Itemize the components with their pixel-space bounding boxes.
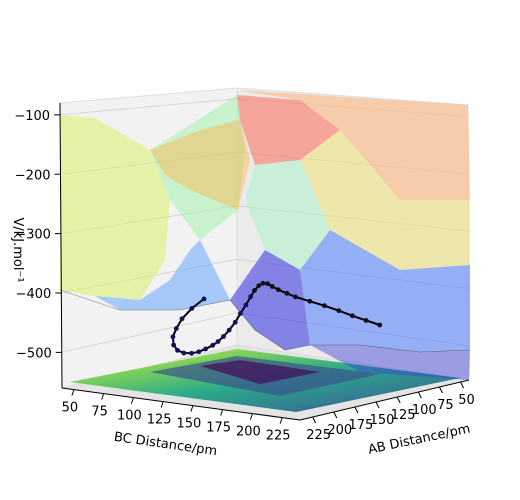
z-tick-label: −500: [16, 346, 52, 361]
z-tick-label: −300: [15, 228, 51, 243]
trajectory-point: [284, 290, 290, 296]
trajectory-point: [203, 346, 208, 352]
y-tick-mark: [354, 406, 359, 414]
z-tick-label: −100: [14, 109, 50, 124]
trajectory-point: [256, 283, 262, 289]
trajectory-point: [248, 294, 254, 300]
trajectory-point: [226, 327, 232, 333]
x-tick-mark: [220, 409, 224, 416]
trajectory-point: [175, 347, 180, 353]
trajectory-point: [215, 339, 221, 344]
x-tick-label: 225: [266, 429, 291, 444]
y-tick-label: 150: [370, 413, 395, 428]
trajectory-point: [292, 294, 298, 300]
surface-right-green: [245, 160, 330, 270]
z-axis-label: V/kJ.mol⁻¹: [10, 217, 25, 282]
x-tick-mark: [71, 389, 75, 396]
trajectory-point: [221, 334, 226, 339]
x-tick-label: 175: [206, 421, 231, 436]
trajectory-point: [238, 311, 243, 316]
trajectory-point: [170, 334, 176, 340]
x-tick-mark: [101, 393, 105, 400]
y-tick-mark: [375, 401, 380, 409]
z-axis-line: [59, 102, 63, 389]
surface-right-orange: [237, 90, 470, 200]
trajectory-point: [173, 326, 179, 331]
y-tick-mark: [417, 391, 422, 399]
surface-left-ridge: [60, 115, 170, 300]
trajectory-point: [265, 281, 270, 287]
surface-right-valley: [310, 345, 470, 380]
trajectory-point: [179, 316, 185, 322]
z-axis-ticks: −100 −200 −300 −400 −500: [14, 109, 62, 361]
surface-left-slope: [95, 240, 230, 310]
trajectory-point: [196, 349, 202, 355]
x-tick-mark: [279, 417, 283, 424]
trajectory-point: [260, 280, 266, 286]
trajectory-point: [275, 287, 281, 293]
trajectory-point: [232, 319, 238, 325]
trajectory-point: [201, 296, 207, 302]
y-tick-mark: [333, 411, 338, 419]
x-tick-mark: [130, 397, 134, 404]
z-tick-label: −200: [15, 168, 51, 183]
y-tick-label: 175: [349, 418, 374, 433]
surface-mid-green: [150, 95, 245, 240]
x-tick-mark: [160, 401, 164, 408]
x-axis-ticks: 50 75 100 125 150 175 200 225: [62, 389, 291, 444]
trajectory-point: [321, 303, 327, 309]
x-tick-label: 125: [147, 413, 172, 428]
surface-mid-orange: [150, 120, 250, 210]
floor-contour: [70, 349, 460, 412]
surface-peak-red: [237, 95, 340, 165]
y-tick-label: 100: [412, 403, 437, 418]
pes-surface: [59, 90, 471, 380]
x-axis-label: BC Distance/pm: [113, 430, 218, 459]
y-tick-label: 200: [327, 423, 352, 438]
trajectory-point: [189, 350, 194, 356]
trajectory-point: [350, 313, 355, 319]
trajectory-point: [363, 318, 369, 323]
x-axis-line: [61, 387, 301, 421]
trajectory-point: [210, 342, 216, 348]
trajectory-point: [252, 288, 257, 293]
trajectory-point: [181, 350, 187, 356]
y-tick-label: 225: [306, 428, 331, 443]
surface-valley-navy: [230, 250, 310, 350]
trajectory-point: [336, 308, 342, 314]
y-tick-mark: [460, 381, 464, 389]
y-tick-mark: [438, 386, 443, 394]
x-tick-mark: [190, 405, 194, 412]
y-tick-mark: [312, 416, 317, 424]
trajectory-point: [269, 284, 275, 289]
surface-right-yellow: [300, 130, 470, 270]
y-tick-label: 50: [458, 393, 475, 408]
surface-wire: [59, 289, 471, 353]
trajectory-point: [307, 298, 313, 304]
surface-right-blue: [300, 230, 470, 352]
x-tick-label: 75: [91, 405, 108, 420]
x-tick-label: 200: [236, 425, 261, 440]
trajectory-point: [243, 302, 249, 308]
x-tick-mark: [249, 413, 253, 420]
trajectory-point: [171, 342, 177, 348]
y-tick-mark: [396, 396, 401, 404]
x-tick-label: 150: [176, 417, 201, 432]
trajectory-point: [377, 322, 383, 328]
y-tick-label: 125: [391, 408, 416, 423]
y-axis-line: [299, 379, 470, 421]
z-tick-label: −400: [16, 287, 52, 302]
x-tick-label: 100: [117, 409, 142, 424]
x-tick-label: 50: [62, 401, 79, 416]
trajectory-point: [189, 305, 195, 311]
y-tick-label: 75: [437, 398, 454, 413]
trajectory: [170, 280, 383, 356]
